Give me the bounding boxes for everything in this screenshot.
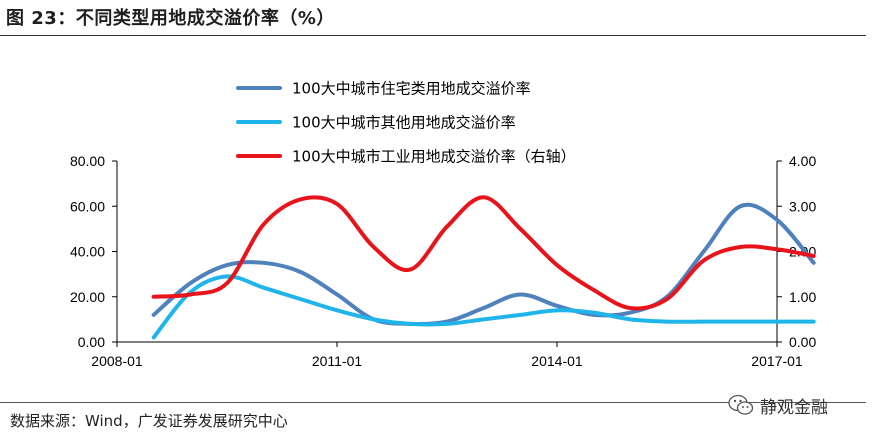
x-tick-label: 2017-01 [751, 353, 803, 369]
y-tick-label-left: 40.00 [70, 244, 105, 260]
footer-divider [0, 402, 866, 403]
series-line-3 [151, 195, 816, 311]
y-tick-label-right: 3.00 [789, 198, 816, 214]
y-tick-label-left: 0.00 [78, 334, 105, 350]
legend-label-3: 100大中城市工业用地成交溢价率（右轴） [292, 148, 576, 166]
series-line-1 [151, 202, 816, 327]
watermark-text: 静观金融 [760, 397, 828, 418]
chart-title: 图 23：不同类型用地成交溢价率（%） [6, 8, 335, 29]
legend-label-1: 100大中城市住宅类用地成交溢价率 [292, 80, 531, 98]
title-divider [0, 35, 866, 36]
watermark: 静观金融 [728, 392, 828, 418]
y-tick-label-left: 20.00 [70, 289, 105, 305]
x-tick-label: 2008-01 [91, 353, 143, 369]
axes [112, 160, 782, 347]
source-note: 数据来源：Wind，广发证券发展研究中心 [10, 412, 288, 430]
legend: 100大中城市住宅类用地成交溢价率 100大中城市其他用地成交溢价率 100大中城市… [236, 80, 576, 166]
y-tick-label-left: 80.00 [70, 153, 105, 169]
y-tick-label-right: 0.00 [789, 334, 816, 350]
y-tick-label-right: 4.00 [789, 153, 816, 169]
series-line-2 [151, 274, 816, 340]
series-lines [151, 195, 816, 340]
tick-labels: 0.0020.0040.0060.0080.000.001.002.003.00… [70, 153, 817, 369]
legend-label-2: 100大中城市其他用地成交溢价率 [292, 114, 516, 132]
x-tick-label: 2014-01 [531, 353, 583, 369]
y-tick-label-right: 1.00 [789, 289, 816, 305]
wechat-icon [728, 394, 754, 415]
y-tick-label-left: 60.00 [70, 198, 105, 214]
x-tick-label: 2011-01 [312, 353, 363, 369]
